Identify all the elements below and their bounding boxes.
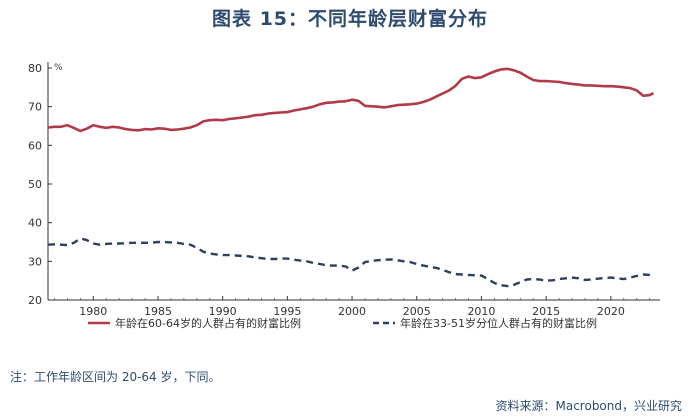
x-tick-label: 1990 [209, 305, 237, 318]
y-tick-label: 60 [28, 139, 42, 152]
source-credit: 资料来源：Macrobond，兴业研究 [495, 399, 683, 413]
y-tick-label: 20 [28, 294, 42, 307]
x-tick-label: 1980 [79, 305, 107, 318]
legend-label-1: 年龄在60-64岁的人群占有的财富比例 [115, 316, 301, 330]
x-tick-label: 1985 [144, 305, 172, 318]
series-lines [47, 67, 655, 288]
x-tick-label: 1995 [273, 305, 301, 318]
axes: 20 30 40 50 60 70 80 % 1980 1985 1990 1995 2000 2005 2… [28, 62, 660, 318]
y-tick-label: 80 [28, 62, 42, 75]
y-unit-label: % [54, 63, 63, 73]
y-tick-label: 70 [28, 101, 42, 114]
line-chart: 20 30 40 50 60 70 80 % 1980 1985 1990 1995 2000 2005 2… [28, 62, 660, 330]
x-tick-label: 2020 [597, 305, 625, 318]
y-tick-label: 30 [28, 255, 42, 268]
footnote: 注：工作年龄区间为 20-64 岁，下同。 [10, 370, 221, 384]
x-tick-label: 2010 [467, 305, 495, 318]
y-tick-label: 50 [28, 178, 42, 191]
legend: 年龄在60-64岁的人群占有的财富比例 年龄在33-51岁分位人群占有的财富比例 [88, 316, 597, 330]
series-line-1 [47, 67, 655, 133]
chart-title: 图表 15：不同年龄层财富分布 [211, 8, 489, 30]
legend-label-2: 年龄在33-51岁分位人群占有的财富比例 [400, 316, 597, 330]
y-tick-label: 40 [28, 217, 42, 230]
x-tick-label: 2005 [403, 305, 431, 318]
series-line-2 [47, 237, 654, 288]
x-tick-label: 2015 [532, 305, 560, 318]
x-tick-label: 2000 [338, 305, 366, 318]
